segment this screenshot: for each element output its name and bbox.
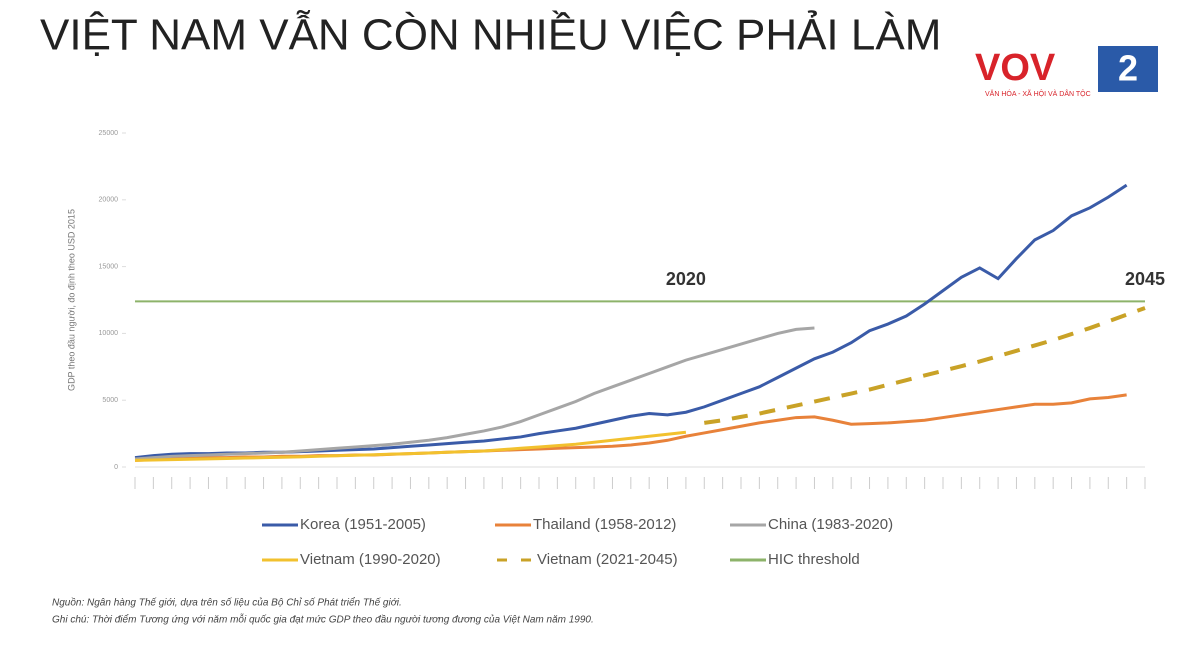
series-line: [134, 183, 1128, 460]
y-tick-label: 20000: [99, 197, 119, 204]
y-tick-label: 0: [114, 464, 118, 471]
source-note: Nguồn: Ngân hàng Thế giới, dựa trên số l…: [52, 597, 402, 609]
logo-number: 2: [1118, 48, 1138, 89]
legend-label: China (1983-2020): [768, 516, 893, 533]
legend-label: Thailand (1958-2012): [533, 516, 676, 533]
legend-label: Vietnam (1990-2020): [300, 551, 441, 568]
series-line: [134, 393, 1127, 462]
legend-label: Korea (1951-2005): [300, 516, 426, 533]
legend-label: Vietnam (2021-2045): [537, 551, 678, 568]
y-axis-label: GDP theo đầu người, đo định theo USD 201…: [66, 209, 76, 391]
y-tick-label: 10000: [99, 330, 119, 337]
logo-box: [1098, 46, 1158, 92]
y-tick-label: 5000: [102, 397, 118, 404]
logo: VOV 2 VĂN HÓA - XÃ HỘI VÀ DÂN TỘC: [975, 46, 1158, 98]
legend-label: HIC threshold: [768, 551, 860, 568]
annotation: 2020: [666, 269, 706, 289]
y-tick-label: 15000: [99, 263, 119, 270]
logo-tagline: VĂN HÓA - XÃ HỘI VÀ DÂN TỘC: [985, 89, 1091, 98]
logo-text: VOV: [975, 47, 1056, 89]
series-line: [703, 306, 1146, 425]
note: Ghi chú: Thời điểm Tương ứng với năm mỗi…: [52, 613, 594, 626]
series-line: [134, 326, 815, 461]
annotation: 2045: [1125, 269, 1165, 289]
chart-title: VIỆT NAM VẪN CÒN NHIỀU VIỆC PHẢI LÀM: [40, 10, 941, 60]
y-tick-label: 25000: [99, 130, 119, 137]
series-line: [134, 430, 687, 462]
